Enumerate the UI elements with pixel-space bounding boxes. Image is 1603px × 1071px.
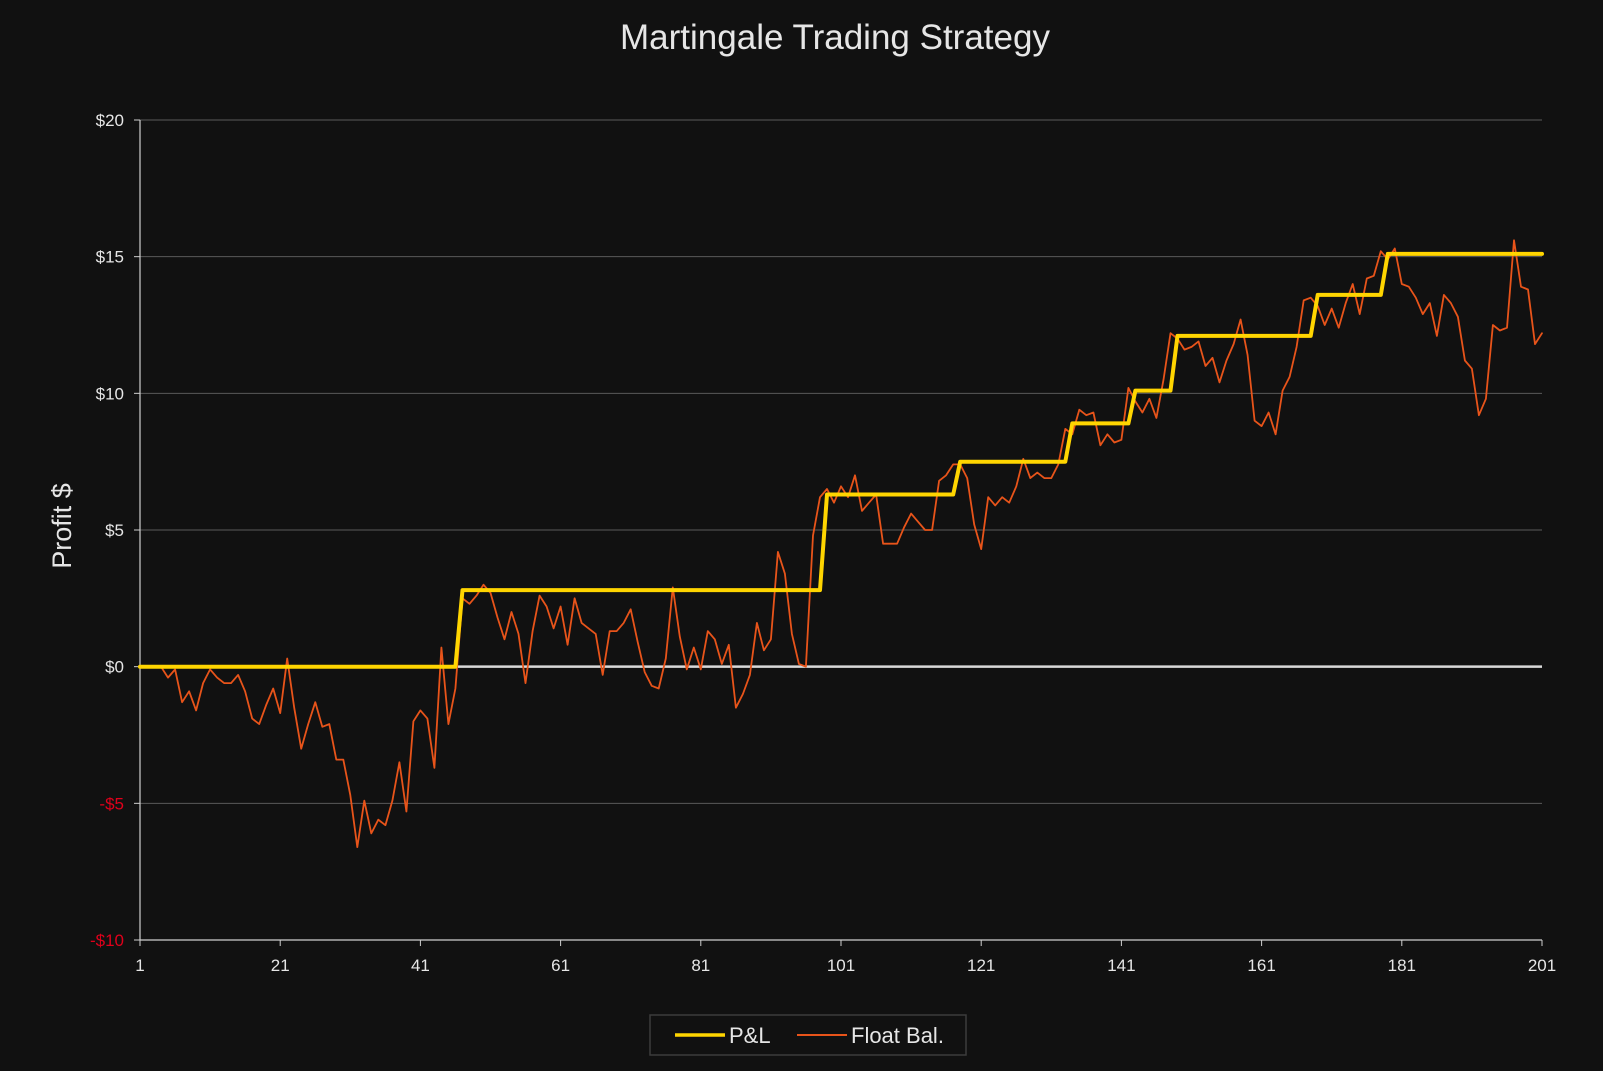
x-tick-label: 81: [691, 956, 710, 975]
x-tick-label: 201: [1528, 956, 1556, 975]
x-tick-label: 41: [411, 956, 430, 975]
axes: [134, 119, 1543, 946]
x-tick-label: 1: [135, 956, 144, 975]
legend: P&L Float Bal.: [649, 1014, 967, 1056]
x-tick-label: 101: [827, 956, 855, 975]
x-tick-label: 21: [271, 956, 290, 975]
y-tick-label: $10: [96, 384, 124, 403]
tick-labels: $20$15$10$5$0-$5-$101 21 41 61 81 101 121 141 16…: [90, 111, 1556, 975]
y-tick-label: -$10: [90, 931, 124, 950]
legend-item-float-bal-label: Float Bal.: [851, 1023, 944, 1048]
y-tick-label: $20: [96, 111, 124, 130]
series-line-float-bal: [139, 239, 1543, 848]
legend-item-pnl-label: P&L: [729, 1023, 771, 1048]
y-tick-label: $0: [105, 658, 124, 677]
y-tick-label: $5: [105, 521, 124, 540]
series-line-pnl: [138, 251, 1544, 669]
x-tick-label: 121: [967, 956, 995, 975]
chart-title: Martingale Trading Strategy: [620, 18, 1050, 57]
x-tick-label: 61: [551, 956, 570, 975]
x-tick-label: 181: [1388, 956, 1416, 975]
series-lines: [138, 239, 1544, 848]
y-tick-label: -$5: [99, 794, 124, 813]
x-tick-label: 161: [1247, 956, 1275, 975]
y-axis-label: Profit $: [47, 483, 77, 569]
y-tick-label: $15: [96, 248, 124, 267]
x-tick-label: 141: [1107, 956, 1135, 975]
